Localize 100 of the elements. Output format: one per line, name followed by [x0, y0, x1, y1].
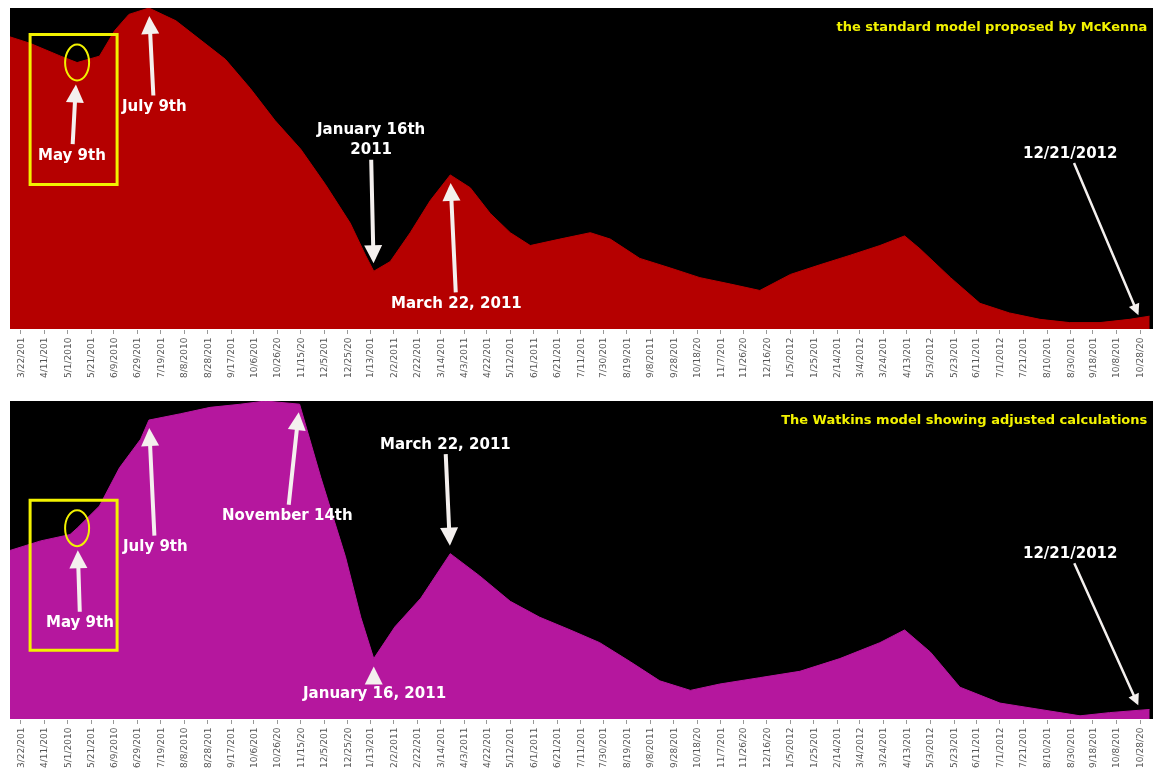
x-tick-label: 7/19/201: [155, 337, 166, 379]
x-tick-label: 8/19/201: [621, 337, 632, 379]
x-tick-label: 10/8/201: [1111, 727, 1122, 769]
x-tick-label: 8/8/2010: [179, 337, 190, 379]
x-tick-label: 6/9/2010: [108, 727, 119, 769]
x-tick-label: 4/11/201: [39, 727, 50, 769]
x-tick-label: 10/26/20: [272, 337, 283, 379]
x-tick-label: 1/5/2012: [785, 727, 796, 769]
x-tick-label: 1/13/201: [365, 727, 376, 769]
x-tick-label: 5/21/201: [86, 337, 97, 379]
x-tick-label: 10/8/201: [1111, 337, 1122, 379]
x-tick-label: 3/24/201: [878, 727, 889, 769]
x-tick-label: 11/7/201: [715, 337, 726, 379]
x-tick-label: 3/24/201: [878, 337, 889, 379]
x-tick-label: 10/18/20: [692, 727, 703, 769]
annotation: May 9th: [38, 146, 106, 164]
x-tick-label: 8/10/201: [1041, 727, 1052, 769]
x-tick-label: 12/25/20: [342, 337, 353, 379]
x-tick-label: 11/26/20: [738, 727, 749, 769]
x-tick-label: 5/21/201: [86, 727, 97, 769]
x-tick-label: 10/26/20: [272, 727, 283, 769]
x-tick-label: 4/3/2011: [459, 727, 470, 769]
x-tick-label: 4/13/201: [901, 727, 912, 769]
x-tick-label: 5/12/201: [505, 337, 516, 379]
text: The Watkins model showing adjusted calculations: [781, 411, 1148, 427]
x-tick-label: 4/22/201: [481, 727, 492, 769]
x-tick-label: 4/22/201: [481, 337, 492, 379]
annotation: March 22, 2011: [391, 294, 522, 312]
x-tick-label: 2/14/201: [832, 727, 843, 769]
x-tick-label: 7/30/201: [598, 337, 609, 379]
x-tick-label: 9/17/201: [226, 337, 237, 379]
x-tick-label: 6/21/201: [552, 727, 563, 769]
x-tick-label: 8/8/2010: [179, 727, 190, 769]
x-tick-label: 2/22/201: [412, 727, 423, 769]
x-tick-label: 1/5/2012: [785, 337, 796, 379]
x-tick-label: 9/28/201: [668, 727, 679, 769]
x-tick-label: 10/28/20: [1134, 727, 1145, 769]
x-tick-label: 3/14/201: [435, 337, 446, 379]
annotation: March 22, 2011: [380, 435, 511, 453]
x-tick-label: 11/7/201: [715, 727, 726, 769]
x-tick-label: 3/22/201: [15, 337, 26, 379]
x-tick-label: 11/26/20: [738, 337, 749, 379]
x-tick-label: 6/29/201: [132, 337, 143, 379]
x-tick-label: 3/4/2012: [854, 337, 865, 379]
x-tick-label: 3/22/201: [15, 727, 26, 769]
x-tick-label: 7/11/201: [575, 337, 586, 379]
x-tick-label: 5/1/2010: [62, 337, 73, 379]
x-tick-label: 11/15/20: [295, 337, 306, 379]
annotation: November 14th: [222, 506, 353, 524]
x-tick-label: 7/1/2012: [994, 337, 1005, 379]
x-tick-label: 1/25/201: [808, 337, 819, 379]
x-tick-label: 12/5/201: [319, 727, 330, 769]
x-tick-label: 6/1/2011: [528, 337, 539, 379]
x-tick-label: 6/21/201: [552, 337, 563, 379]
x-tick-label: 2/14/201: [832, 337, 843, 379]
x-tick-label: 3/14/201: [435, 727, 446, 769]
x-tick-label: 8/30/201: [1065, 337, 1076, 379]
x-tick-label: 7/1/2012: [994, 727, 1005, 769]
x-tick-label: 9/8/2011: [645, 727, 656, 769]
x-tick-label: 6/29/201: [132, 727, 143, 769]
x-tick-label: 4/11/201: [39, 337, 50, 379]
x-tick-label: 12/16/20: [761, 337, 772, 379]
x-tick-label: 10/28/20: [1134, 337, 1145, 379]
x-tick-label: 5/3/2012: [925, 727, 936, 769]
annotation: 12/21/2012: [1023, 144, 1118, 162]
x-tick-label: 8/10/201: [1041, 337, 1052, 379]
x-tick-label: 9/18/201: [1087, 337, 1098, 379]
x-tick-label: 5/23/201: [948, 727, 959, 769]
x-tick-label: 10/6/201: [248, 337, 259, 379]
x-tick-label: 3/4/2012: [854, 727, 865, 769]
x-tick-label: 6/11/201: [971, 727, 982, 769]
x-tick-label: 6/9/2010: [108, 337, 119, 379]
x-tick-label: 6/11/201: [971, 337, 982, 379]
x-tick-label: 2/2/2011: [388, 727, 399, 769]
x-tick-label: 8/19/201: [621, 727, 632, 769]
x-tick-label: 7/19/201: [155, 727, 166, 769]
x-tick-label: 10/6/201: [248, 727, 259, 769]
annotation: 12/21/2012: [1023, 544, 1118, 562]
x-tick-label: 5/23/201: [948, 337, 959, 379]
x-tick-label: 5/1/2010: [62, 727, 73, 769]
x-tick-label: 9/17/201: [226, 727, 237, 769]
annotation: May 9th: [46, 613, 114, 631]
x-tick-label: 8/28/201: [202, 337, 213, 379]
x-tick-label: 6/1/2011: [528, 727, 539, 769]
x-tick-label: 7/30/201: [598, 727, 609, 769]
x-tick-label: 2/2/2011: [388, 337, 399, 379]
x-tick-label: 9/8/2011: [645, 337, 656, 379]
x-tick-label: 7/11/201: [575, 727, 586, 769]
text: the standard model proposed by McKenna: [836, 18, 1148, 34]
x-tick-label: 1/25/201: [808, 727, 819, 769]
x-tick-label: 7/21/201: [1018, 337, 1029, 379]
x-tick-label: 12/16/20: [761, 727, 772, 769]
x-tick-label: 12/25/20: [342, 727, 353, 769]
x-tick-label: 1/13/201: [365, 337, 376, 379]
x-tick-label: 9/28/201: [668, 337, 679, 379]
annotation: January 16th 2011: [316, 120, 426, 158]
x-tick-label: 5/12/201: [505, 727, 516, 769]
annotation: July 9th: [122, 537, 188, 555]
x-tick-label: 4/3/2011: [459, 337, 470, 379]
x-tick-label: 9/18/201: [1087, 727, 1098, 769]
